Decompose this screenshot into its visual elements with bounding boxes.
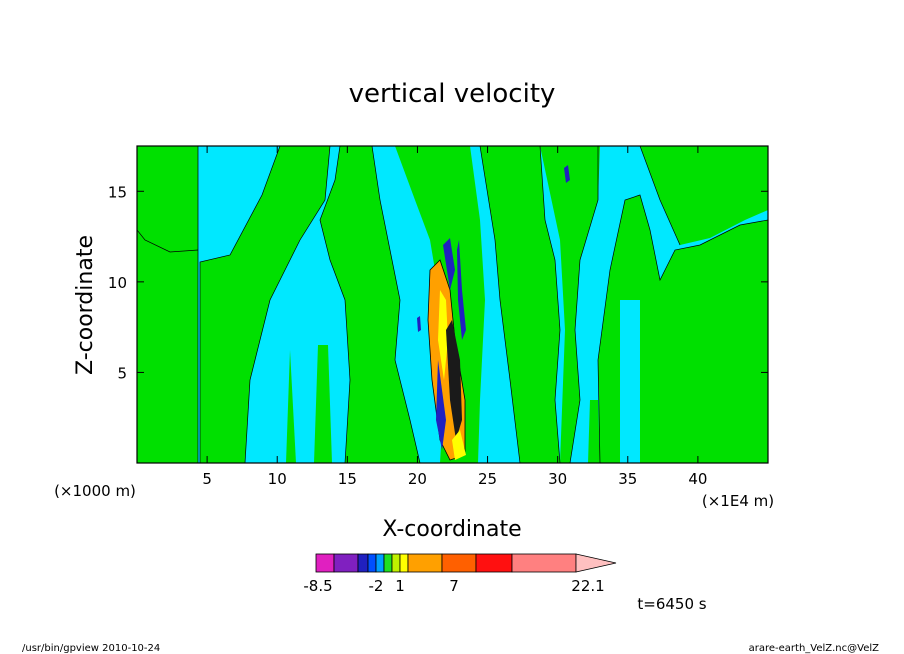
positive-region — [480, 146, 560, 463]
colorbar-segment — [333, 553, 359, 573]
colorbar-segment — [391, 553, 401, 573]
x-axis-label: X-coordinate — [382, 517, 521, 542]
colorbar — [315, 553, 617, 573]
time-label: t=6450 s — [637, 595, 706, 613]
y-tick-label: 5 — [117, 364, 127, 382]
updraft-peak — [438, 290, 448, 380]
positive-region — [540, 146, 600, 463]
downdraft — [436, 360, 446, 450]
x-unit-left: (×1000 m) — [54, 482, 136, 500]
x-tick-label: 35 — [618, 470, 637, 488]
colorbar-tick-label: -2 — [369, 577, 384, 595]
positive-region — [314, 345, 332, 463]
x-tick-label: 10 — [268, 470, 287, 488]
x-tick-label: 20 — [408, 470, 427, 488]
positive-region — [286, 350, 296, 463]
colorbar-segment — [511, 553, 577, 573]
downdraft — [564, 165, 570, 183]
colorbar-tick-label: 7 — [449, 577, 459, 595]
positive-region — [588, 400, 600, 463]
positive-region — [137, 146, 198, 252]
x-tick-label: 30 — [548, 470, 567, 488]
x-tick-label: 40 — [688, 470, 707, 488]
y-tick-label: 15 — [108, 183, 127, 201]
x-tick-label: 15 — [338, 470, 357, 488]
contour-field — [137, 146, 768, 463]
plot-frame — [136, 145, 769, 464]
footer-right: arare-earth_VelZ.nc@VelZ — [749, 643, 880, 654]
positive-region — [320, 146, 420, 463]
positive-region — [200, 146, 330, 463]
colorbar-segment — [475, 553, 513, 573]
colorbar-segment — [441, 553, 477, 573]
x-unit-right: (×1E4 m) — [702, 492, 774, 510]
y-axis-label: Z-coordinate — [73, 235, 98, 375]
footer-left: /usr/bin/gpview 2010-10-24 — [22, 643, 160, 654]
colorbar-segment — [399, 553, 409, 573]
x-tick-label: 25 — [478, 470, 497, 488]
positive-region — [640, 146, 768, 245]
colorbar-segment — [357, 553, 369, 573]
colorbar-arrow — [575, 553, 617, 573]
downdraft — [417, 316, 421, 332]
y-axis: 5 10 15 — [108, 183, 768, 382]
colorbar-segment — [315, 553, 335, 573]
contour-lines — [137, 146, 768, 463]
downdraft — [443, 238, 455, 290]
colorbar-segment — [383, 553, 393, 573]
colorbar-segment — [375, 553, 385, 573]
downdraft — [457, 240, 466, 340]
y-tick-label: 10 — [108, 274, 127, 292]
colorbar-tick-label: -8.5 — [303, 577, 332, 595]
positive-region — [598, 195, 768, 463]
colorbar-tick-label: 22.1 — [571, 577, 604, 595]
updraft-peak — [452, 430, 466, 460]
colorbar-tick-label: 1 — [395, 577, 405, 595]
colorbar-labels: -8.5 -2 1 7 22.1 — [303, 577, 604, 595]
dense-contours — [446, 320, 462, 440]
negative-region — [620, 300, 640, 463]
x-axis: 5 10 15 20 25 30 35 40 — [202, 146, 707, 488]
colorbar-segment — [367, 553, 377, 573]
colorbar-segment — [407, 553, 443, 573]
negative-region — [263, 300, 285, 463]
chart-title: vertical velocity — [349, 79, 556, 109]
x-tick-label: 5 — [202, 470, 212, 488]
